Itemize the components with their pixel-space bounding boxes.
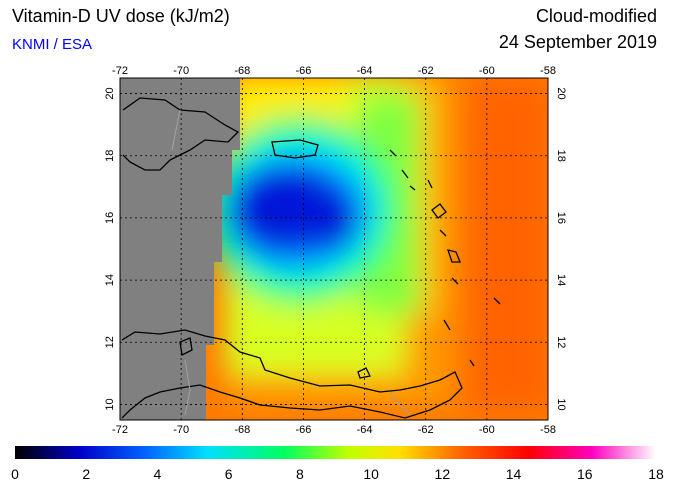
colorbar-tick-label: 18 <box>648 466 664 482</box>
graticule <box>120 78 548 420</box>
colorbar-tick-label: 8 <box>296 466 304 482</box>
lon-tick-label-top: -58 <box>540 65 556 77</box>
lat-tick-label-right: 10 <box>555 398 567 410</box>
lon-tick-label-top: -62 <box>418 65 434 77</box>
lon-tick-label-top: -64 <box>357 65 373 77</box>
colorbar-tick-label: 2 <box>82 466 90 482</box>
lat-tick-label-left: 18 <box>104 150 116 162</box>
colorbar-tick-label: 12 <box>435 466 451 482</box>
lon-tick-label-bottom: -66 <box>295 424 311 436</box>
coastlines <box>121 97 501 419</box>
colorbar <box>15 446 656 459</box>
colorbar-tick-label: 0 <box>11 466 19 482</box>
lon-tick-label-top: -66 <box>295 65 311 77</box>
lon-tick-label-bottom: -62 <box>418 424 434 436</box>
axis-labels: -72 -72 -70 -70 -68 -68 -66 -66 -64 -64 -62 -62 -60 -… <box>104 65 567 436</box>
lon-tick-label-bottom: -72 <box>112 424 128 436</box>
colorbar-tick-label: 16 <box>577 466 593 482</box>
lat-tick-label-left: 16 <box>104 212 116 224</box>
lon-tick-label-bottom: -58 <box>540 424 556 436</box>
lat-tick-label-right: 20 <box>555 87 567 99</box>
lon-tick-label-top: -60 <box>479 65 495 77</box>
lon-tick-label-top: -70 <box>173 65 189 77</box>
lat-tick-label-left: 20 <box>104 87 116 99</box>
colorbar-labels: 0 2 4 6 8 10 12 14 16 18 <box>11 466 664 482</box>
country-borders <box>171 109 411 416</box>
lon-tick-label-top: -72 <box>112 65 128 77</box>
source-label: KNMI / ESA <box>12 36 93 53</box>
lon-tick-label-bottom: -68 <box>234 424 250 436</box>
lat-tick-label-left: 10 <box>104 398 116 410</box>
lat-tick-label-right: 12 <box>555 336 567 348</box>
lat-tick-label-right: 18 <box>555 150 567 162</box>
colorbar-tick-label: 6 <box>225 466 233 482</box>
lat-tick-label-left: 12 <box>104 336 116 348</box>
lat-tick-label-right: 14 <box>555 274 567 286</box>
map-frame <box>119 77 549 421</box>
lon-tick-label-bottom: -70 <box>173 424 189 436</box>
date-label: 24 September 2019 <box>498 32 657 52</box>
map-title: Vitamin-D UV dose (kJ/m2) <box>12 6 230 26</box>
lat-tick-label-right: 16 <box>555 212 567 224</box>
lon-tick-label-bottom: -64 <box>357 424 373 436</box>
lon-tick-label-top: -68 <box>234 65 250 77</box>
lat-tick-label-left: 14 <box>104 274 116 286</box>
product-label: Cloud-modified <box>535 6 657 26</box>
uv-field <box>120 78 548 420</box>
lon-tick-label-bottom: -60 <box>479 424 495 436</box>
colorbar-tick-label: 14 <box>506 466 522 482</box>
colorbar-tick-label: 10 <box>363 466 379 482</box>
colorbar-tick-label: 4 <box>154 466 162 482</box>
